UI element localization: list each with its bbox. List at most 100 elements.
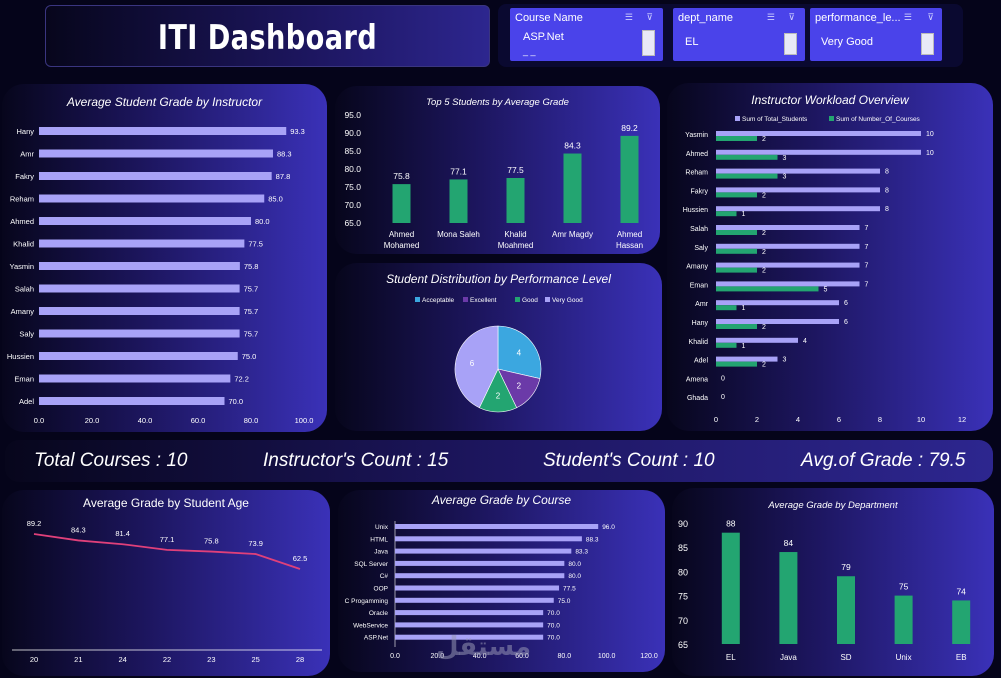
category-label: Ahmed [10,217,34,226]
bar [952,600,971,644]
bar [395,634,544,640]
data-label: 6 [844,300,848,307]
category-label: Ahmed [389,230,414,239]
kpi-instructor-count: Instructor's Count : 15 [263,450,449,471]
category-label: WebService [353,622,388,629]
slicer-dept-scrollbar[interactable] [784,33,797,55]
top-students-panel: Top 5 Students by Average Grade 65.0 70.0… [335,86,660,254]
clear-filter-icon[interactable]: ⊽ [788,12,795,22]
bar [39,194,265,203]
tick-label: 80.0 [344,164,361,174]
data-label: 77.5 [248,240,263,249]
tick-label: 90.0 [344,128,361,138]
slicer-performance-scrollbar[interactable] [921,33,934,55]
data-label: 77.1 [160,535,175,544]
legend-swatch [545,297,550,302]
clear-filter-icon[interactable]: ⊽ [927,12,934,22]
bar [716,281,860,287]
pie-slice [497,325,542,379]
bar [837,576,855,644]
slicer-performance-header: performance_le... [815,12,901,24]
multi-select-icon[interactable]: ☰ [766,12,775,22]
slicer-dept-value[interactable]: EL [685,36,699,48]
bar [716,356,778,362]
category-label: HTML [370,536,388,543]
chart-title: Average Student Grade by Instructor [66,95,263,109]
bar [716,211,737,217]
category-label: Hassan [616,241,643,250]
legend-label: Good [522,297,538,304]
slicer-performance-level[interactable]: performance_le... ☰ ⊽ Very Good [810,8,942,61]
tick-label: 95.0 [344,110,361,120]
clear-filter-icon[interactable]: ⊽ [646,12,653,22]
tick-label: 80.0 [558,653,572,660]
category-label: Amany [11,307,35,316]
data-label: 73.9 [248,539,263,548]
category-label: Amr Magdy [552,230,593,239]
data-label: 77.5 [563,586,576,593]
bar [716,337,798,343]
bar [392,184,411,223]
legend-label: Very Good [552,297,583,304]
chart-title: Average Grade by Department [768,500,898,511]
bar [716,267,757,273]
data-label: 10 [926,150,934,157]
data-label: 81.4 [115,529,130,538]
slicer-course-value[interactable]: ASP.Net [523,31,564,43]
data-label: 7 [865,281,869,288]
slicer-course-scrollbar[interactable] [642,30,655,56]
category-label: Adel [19,397,34,406]
data-label: 75.0 [558,598,571,605]
tick-label: 8 [878,415,882,424]
data-label: 80.0 [255,217,270,226]
data-label: 84.3 [564,141,581,151]
data-label: 10 [926,131,934,138]
bar [716,262,860,268]
tick-label: 80 [678,567,688,577]
category-label: Amr [695,301,709,308]
bar [716,192,757,198]
category-label: 23 [207,655,215,664]
category-label: Hussien [7,352,34,361]
slicer-dept-name[interactable]: dept_name ☰ ⊽ EL [673,8,805,61]
category-label: Khalid [13,240,34,249]
tick-label: 70.0 [344,200,361,210]
bar [716,168,880,174]
tick-label: 40.0 [473,653,487,660]
slicer-dept-header: dept_name [678,12,734,24]
category-label: Hussien [683,207,708,214]
tick-label: 90 [678,519,688,529]
data-label: 2 [762,268,766,275]
bar [716,131,921,136]
slicer-course-name[interactable]: Course Name ☰ ⊽ ASP.Net _ _ [510,8,663,61]
tick-label: 10 [917,415,925,424]
multi-select-icon[interactable]: ☰ [903,12,912,22]
category-label: Salah [690,226,708,233]
watermark-logo: مستقل [436,632,532,662]
bar [395,585,560,591]
tick-label: 60.0 [191,416,206,425]
kpi-strip [5,440,993,482]
data-label: 6 [844,319,848,326]
category-label: EL [726,653,736,662]
data-label: 84.3 [71,525,86,534]
multi-select-icon[interactable]: ☰ [624,12,633,22]
bar [716,361,757,367]
bar [721,532,740,644]
slicer-performance-value[interactable]: Very Good [821,36,873,48]
category-label: Eman [14,375,34,384]
bar [716,187,880,193]
category-label: Yasmin [10,262,34,271]
category-label: 22 [163,655,171,664]
bar [716,206,880,212]
bar [39,149,273,158]
category-label: Khalid [504,230,526,239]
bar [716,173,778,179]
bar [716,324,757,329]
category-label: Oracle [369,610,389,617]
legend-label: Excellent [470,297,497,304]
data-label: 75.8 [244,262,259,271]
tick-label: 0.0 [390,653,400,660]
data-label: 80.0 [568,573,581,580]
bar [39,172,272,180]
